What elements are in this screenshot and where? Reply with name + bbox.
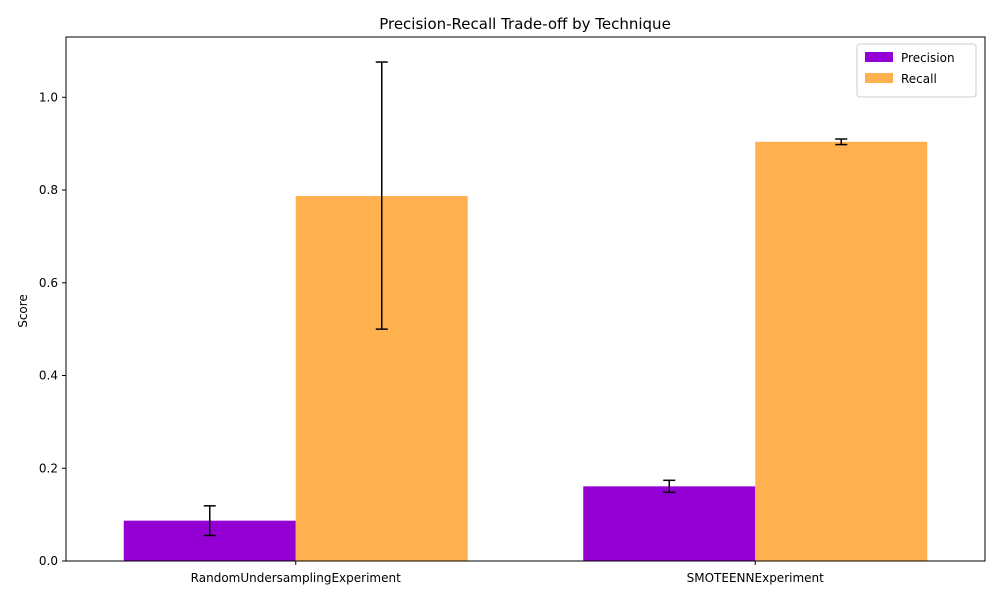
legend-label-precision: Precision <box>901 51 955 65</box>
legend: Precision Recall <box>856 43 977 98</box>
y-tick-label: 0.8 <box>39 183 58 197</box>
legend-label-recall: Recall <box>901 72 937 86</box>
chart-title: Precision-Recall Trade-off by Technique <box>379 15 671 33</box>
y-tick-label: 0.4 <box>39 369 58 383</box>
error-bar-precision-0 <box>203 505 216 537</box>
bar-precision-1 <box>583 486 756 561</box>
y-axis: 0.0 0.2 0.4 0.6 0.8 1.0 <box>39 90 66 568</box>
error-bar-recall-0 <box>375 61 388 330</box>
x-tick-label: SMOTEENNExperiment <box>687 571 824 585</box>
plot-frame <box>65 36 986 562</box>
plot-area <box>65 36 986 562</box>
y-tick-label: 0.6 <box>39 276 58 290</box>
error-bar-recall-1 <box>835 138 848 146</box>
y-axis-label: Score <box>16 294 30 328</box>
x-axis: RandomUndersamplingExperiment SMOTEENNExp… <box>191 561 824 585</box>
y-tick-label: 1.0 <box>39 90 58 104</box>
error-bar-precision-1 <box>663 479 676 494</box>
legend-swatch-recall <box>865 73 893 83</box>
y-tick-label: 0.0 <box>39 554 58 568</box>
bar-recall-1 <box>755 141 928 562</box>
x-tick-label: RandomUndersamplingExperiment <box>191 571 401 585</box>
legend-swatch-precision <box>865 52 893 62</box>
y-tick-label: 0.2 <box>39 461 58 475</box>
